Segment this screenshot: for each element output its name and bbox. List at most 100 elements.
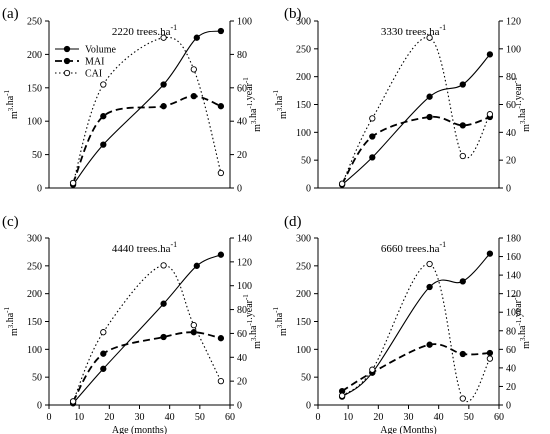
data-point-volume — [100, 141, 107, 148]
data-point-volume — [193, 34, 200, 41]
y-tick-label: 0 — [37, 401, 42, 412]
data-point-cai — [217, 169, 225, 177]
y-tick-label: 250 — [296, 261, 311, 272]
y2-tick-label: 40 — [237, 117, 247, 128]
y2-axis-label: m3.ha-1.year-1 — [511, 77, 532, 132]
y2-axis-label: m3.ha-1.year-1 — [511, 294, 532, 349]
data-point-volume — [426, 93, 433, 100]
data-point-mai — [486, 349, 494, 357]
data-point-mai — [160, 333, 167, 341]
y2-tick-label: 100 — [506, 308, 521, 319]
panel-label: (c) — [2, 214, 19, 230]
y2-tick-label: 60 — [237, 329, 247, 340]
y2-axis-label: m3.ha-1.year-1 — [242, 294, 263, 349]
y2-tick-label: 80 — [506, 72, 516, 83]
legend-label: MAI — [85, 57, 104, 68]
data-point-volume — [486, 250, 494, 257]
y2-tick-label: 140 — [506, 271, 521, 282]
data-point-cai — [369, 366, 376, 373]
y2-tick-label: 80 — [237, 50, 247, 61]
y-tick-label: 0 — [306, 401, 311, 412]
data-point-mai — [369, 133, 376, 140]
data-point-volume — [459, 278, 466, 285]
legend-marker — [63, 45, 71, 53]
y-axis-label: m3.ha-1 — [272, 306, 289, 336]
y-axis-label: m3.ha-1 — [272, 89, 289, 119]
y2-tick-label: 0 — [237, 184, 242, 195]
x-tick-label: 50 — [195, 412, 205, 423]
data-point-mai — [426, 113, 433, 121]
x-axis-label: Age (months) — [112, 425, 167, 434]
y-tick-label: 0 — [306, 184, 311, 195]
panel-a: (a) 0 50 100 150 200 250 0 20 40 60 80 100 m3.ha-1 m3.… — [2, 6, 263, 195]
x-tick-label: 30 — [404, 412, 414, 423]
data-point-mai — [100, 113, 107, 120]
y2-tick-label: 100 — [237, 17, 252, 28]
data-point-volume — [160, 81, 167, 88]
data-point-volume — [160, 300, 167, 307]
y-tick-label: 100 — [296, 128, 311, 139]
y2-tick-label: 120 — [506, 289, 521, 300]
y2-tick-label: 40 — [506, 363, 516, 374]
y2-tick-label: 60 — [506, 345, 516, 356]
y-tick-label: 0 — [37, 184, 42, 195]
y2-tick-label: 80 — [506, 326, 516, 337]
y-tick-label: 200 — [27, 289, 42, 300]
y-tick-label: 200 — [296, 289, 311, 300]
panel-label: (d) — [284, 214, 302, 230]
data-point-mai — [459, 122, 466, 129]
y2-tick-label: 40 — [506, 128, 516, 139]
y-axis-label: m3.ha-1 — [3, 306, 20, 336]
x-tick-label: 60 — [494, 412, 504, 423]
y-tick-label: 100 — [27, 117, 42, 128]
panel-b: (b) 0 50 100 150 200 250 300 0 20 40 60 80 100 120 m3.h… — [272, 6, 532, 195]
panel-title: 2220 trees.ha-1 — [112, 23, 177, 38]
panel-c: (c) 0 50 100 150 200 250 300 0 20 40 60 80 100 120 140 0… — [2, 214, 263, 434]
data-point-mai — [160, 103, 167, 110]
x-tick-label: 0 — [47, 412, 52, 423]
data-point-cai — [100, 81, 107, 88]
data-point-mai — [217, 103, 225, 110]
data-point-cai — [160, 262, 167, 269]
y2-tick-label: 60 — [237, 83, 247, 94]
data-point-cai — [486, 355, 494, 362]
legend-marker — [63, 57, 71, 65]
data-point-volume — [486, 51, 494, 58]
x-tick-label: 40 — [165, 412, 175, 423]
y2-tick-label: 20 — [237, 150, 247, 161]
y-tick-label: 200 — [296, 72, 311, 83]
data-point-mai — [190, 92, 197, 100]
y-tick-label: 300 — [296, 234, 311, 245]
y2-tick-label: 40 — [237, 353, 247, 364]
x-tick-label: 30 — [135, 412, 145, 423]
y-tick-label: 50 — [301, 156, 311, 167]
data-point-cai — [190, 321, 197, 329]
data-point-cai — [338, 392, 346, 399]
panel-title: 6660 trees.ha-1 — [381, 240, 446, 255]
data-point-cai — [69, 179, 77, 187]
y2-tick-label: 20 — [237, 377, 247, 388]
data-point-cai — [486, 111, 494, 118]
data-point-cai — [426, 260, 433, 268]
y-tick-label: 100 — [296, 345, 311, 356]
data-point-volume — [217, 251, 225, 258]
data-point-cai — [338, 180, 346, 187]
series-line-volume — [72, 254, 222, 404]
data-point-volume — [100, 365, 107, 372]
y2-tick-label: 0 — [506, 401, 511, 412]
y-tick-label: 50 — [32, 150, 42, 161]
y2-tick-label: 140 — [237, 234, 252, 245]
x-tick-label: 20 — [373, 412, 383, 423]
y2-tick-label: 20 — [506, 382, 516, 393]
series-line-mai — [341, 343, 490, 392]
y-tick-label: 150 — [296, 100, 311, 111]
x-tick-label: 20 — [104, 412, 114, 423]
x-tick-label: 50 — [464, 412, 474, 423]
data-point-volume — [193, 262, 200, 269]
panel-title: 4440 trees.ha-1 — [112, 240, 177, 255]
y-tick-label: 300 — [296, 17, 311, 28]
data-point-volume — [426, 283, 433, 291]
y-tick-label: 250 — [27, 17, 42, 28]
data-point-cai — [459, 152, 466, 160]
